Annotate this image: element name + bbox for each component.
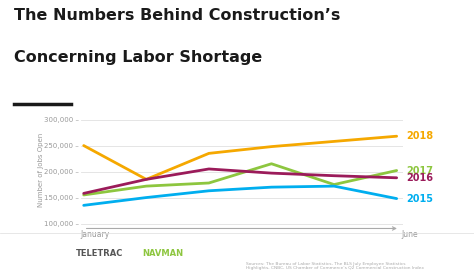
Text: The Numbers Behind Construction’s: The Numbers Behind Construction’s [14, 8, 341, 23]
Text: 2018: 2018 [406, 131, 433, 141]
Text: NAVMAN: NAVMAN [142, 250, 183, 258]
Text: January: January [81, 230, 110, 239]
Text: Concerning Labor Shortage: Concerning Labor Shortage [14, 50, 263, 65]
Text: 2017: 2017 [406, 166, 433, 176]
Text: TELETRAC: TELETRAC [76, 250, 123, 258]
Text: 2015: 2015 [406, 193, 433, 204]
Text: 2016: 2016 [406, 173, 433, 183]
Y-axis label: Number of Jobs Open: Number of Jobs Open [38, 132, 45, 207]
Text: Sources: The Bureau of Labor Statistics, The BLS July Employee Statistics
Highli: Sources: The Bureau of Labor Statistics,… [246, 262, 425, 270]
Text: June: June [401, 230, 418, 239]
